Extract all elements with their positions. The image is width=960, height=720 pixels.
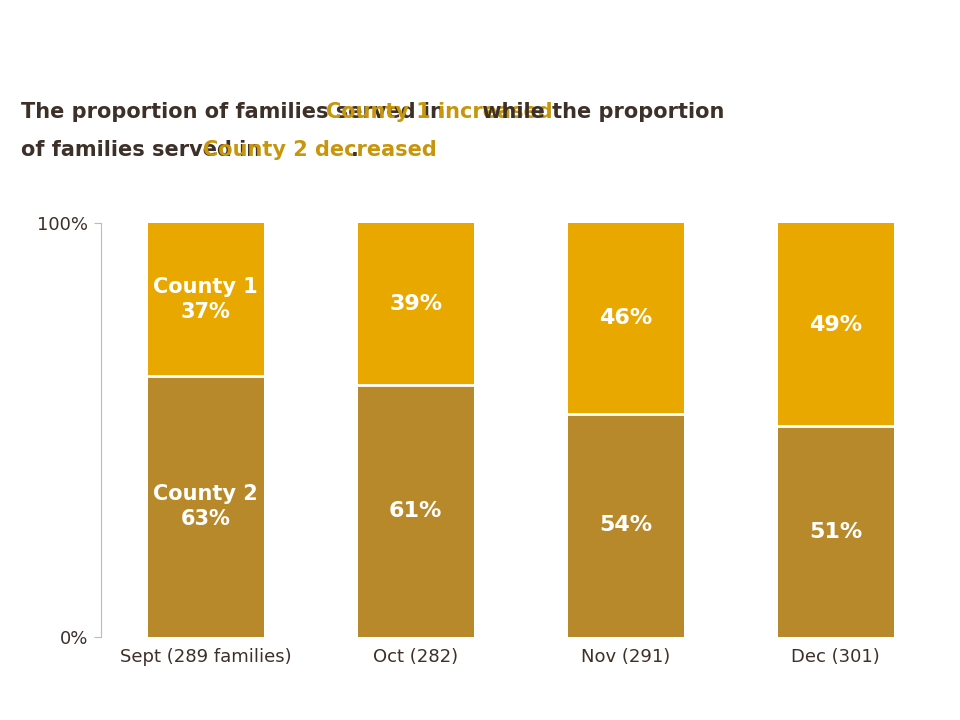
Text: 49%: 49% (809, 315, 862, 335)
Text: County 2 decreased: County 2 decreased (203, 140, 437, 160)
Text: 39%: 39% (389, 294, 443, 314)
Bar (568, 413, 684, 637)
Text: 61%: 61% (389, 501, 443, 521)
Text: 54%: 54% (599, 516, 653, 536)
Bar (568, 223, 684, 413)
Bar (778, 223, 894, 426)
Text: of families served in: of families served in (21, 140, 269, 160)
Text: County 1 increased: County 1 increased (326, 102, 553, 122)
Bar (148, 377, 264, 637)
Text: Households served: Households served (21, 22, 498, 65)
Text: while the proportion: while the proportion (475, 102, 724, 122)
Text: County 1
37%: County 1 37% (154, 277, 258, 322)
Text: County 2
63%: County 2 63% (154, 485, 258, 529)
Bar (148, 223, 264, 377)
Bar (358, 223, 473, 384)
Text: The proportion of families served in: The proportion of families served in (21, 102, 452, 122)
Bar (358, 384, 473, 637)
Text: www.annkemery.com: www.annkemery.com (776, 694, 939, 708)
Text: 46%: 46% (599, 308, 653, 328)
Text: Ann K. Emery: Ann K. Emery (21, 694, 125, 708)
Text: 51%: 51% (809, 521, 862, 541)
Text: .: . (351, 140, 359, 160)
Bar (778, 426, 894, 637)
